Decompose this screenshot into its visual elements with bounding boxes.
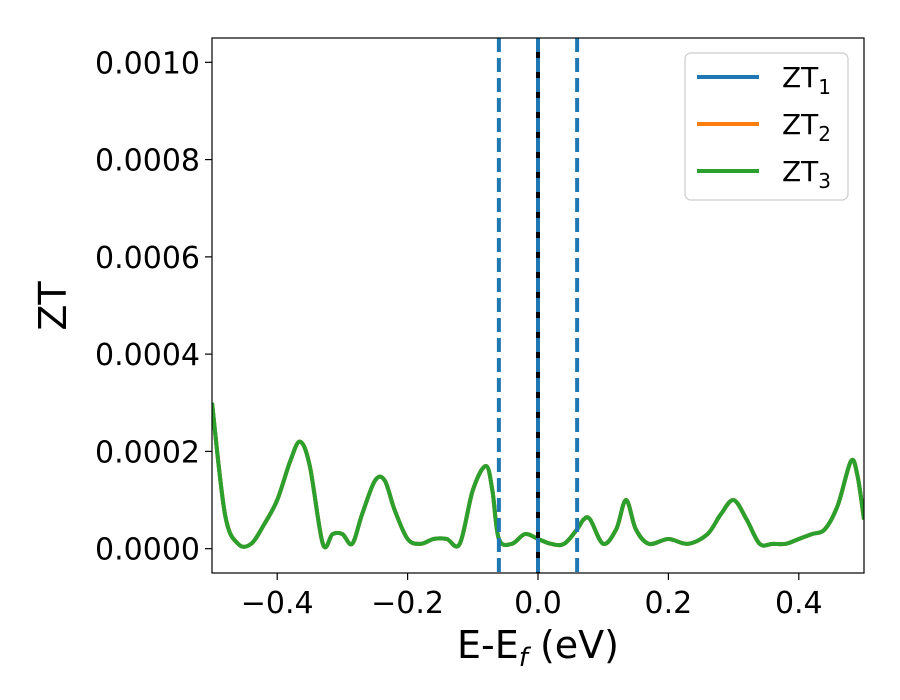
x-tick-label: −0.4 bbox=[241, 586, 314, 621]
plot-area bbox=[211, 37, 865, 574]
x-tick-label: 0.4 bbox=[775, 586, 823, 621]
legend-label-main: ZT bbox=[782, 108, 819, 141]
legend-label-sub: 2 bbox=[818, 122, 831, 146]
y-tick-label: 0.0010 bbox=[95, 46, 200, 81]
x-axis-label-main: E-E bbox=[457, 623, 519, 667]
legend-label-zt1: ZT1 bbox=[782, 61, 831, 99]
legend-label-zt2: ZT2 bbox=[782, 108, 831, 146]
legend-box bbox=[684, 52, 849, 201]
x-axis-label: E-Ef (eV) bbox=[457, 623, 619, 673]
y-tick-label: 0.0004 bbox=[95, 338, 200, 373]
plot-clip-group bbox=[212, 38, 864, 573]
x-tick-label: −0.2 bbox=[371, 586, 444, 621]
x-tick-label: 0.2 bbox=[645, 586, 693, 621]
x-tick-label: 0.0 bbox=[514, 586, 562, 621]
y-tick-label: 0.0008 bbox=[95, 144, 200, 179]
legend-label-sub: 3 bbox=[818, 169, 831, 193]
x-axis-label-tail: (eV) bbox=[528, 623, 619, 667]
y-axis-label: ZT bbox=[31, 281, 75, 331]
x-axis-ticks: −0.4 −0.2 0.0 0.2 0.4 bbox=[241, 573, 823, 621]
legend-label-main: ZT bbox=[782, 155, 819, 188]
y-tick-label: 0.0006 bbox=[95, 241, 200, 276]
y-tick-label: 0.0000 bbox=[95, 533, 200, 568]
y-tick-label: 0.0002 bbox=[95, 435, 200, 470]
y-axis-ticks: 0.0000 0.0002 0.0004 0.0006 0.0008 0.0010 bbox=[95, 46, 212, 568]
legend-label-sub: 1 bbox=[818, 75, 831, 99]
series-line-zt3 bbox=[212, 402, 864, 550]
legend-label-main: ZT bbox=[782, 61, 819, 94]
legend-label-zt3: ZT3 bbox=[782, 155, 831, 193]
